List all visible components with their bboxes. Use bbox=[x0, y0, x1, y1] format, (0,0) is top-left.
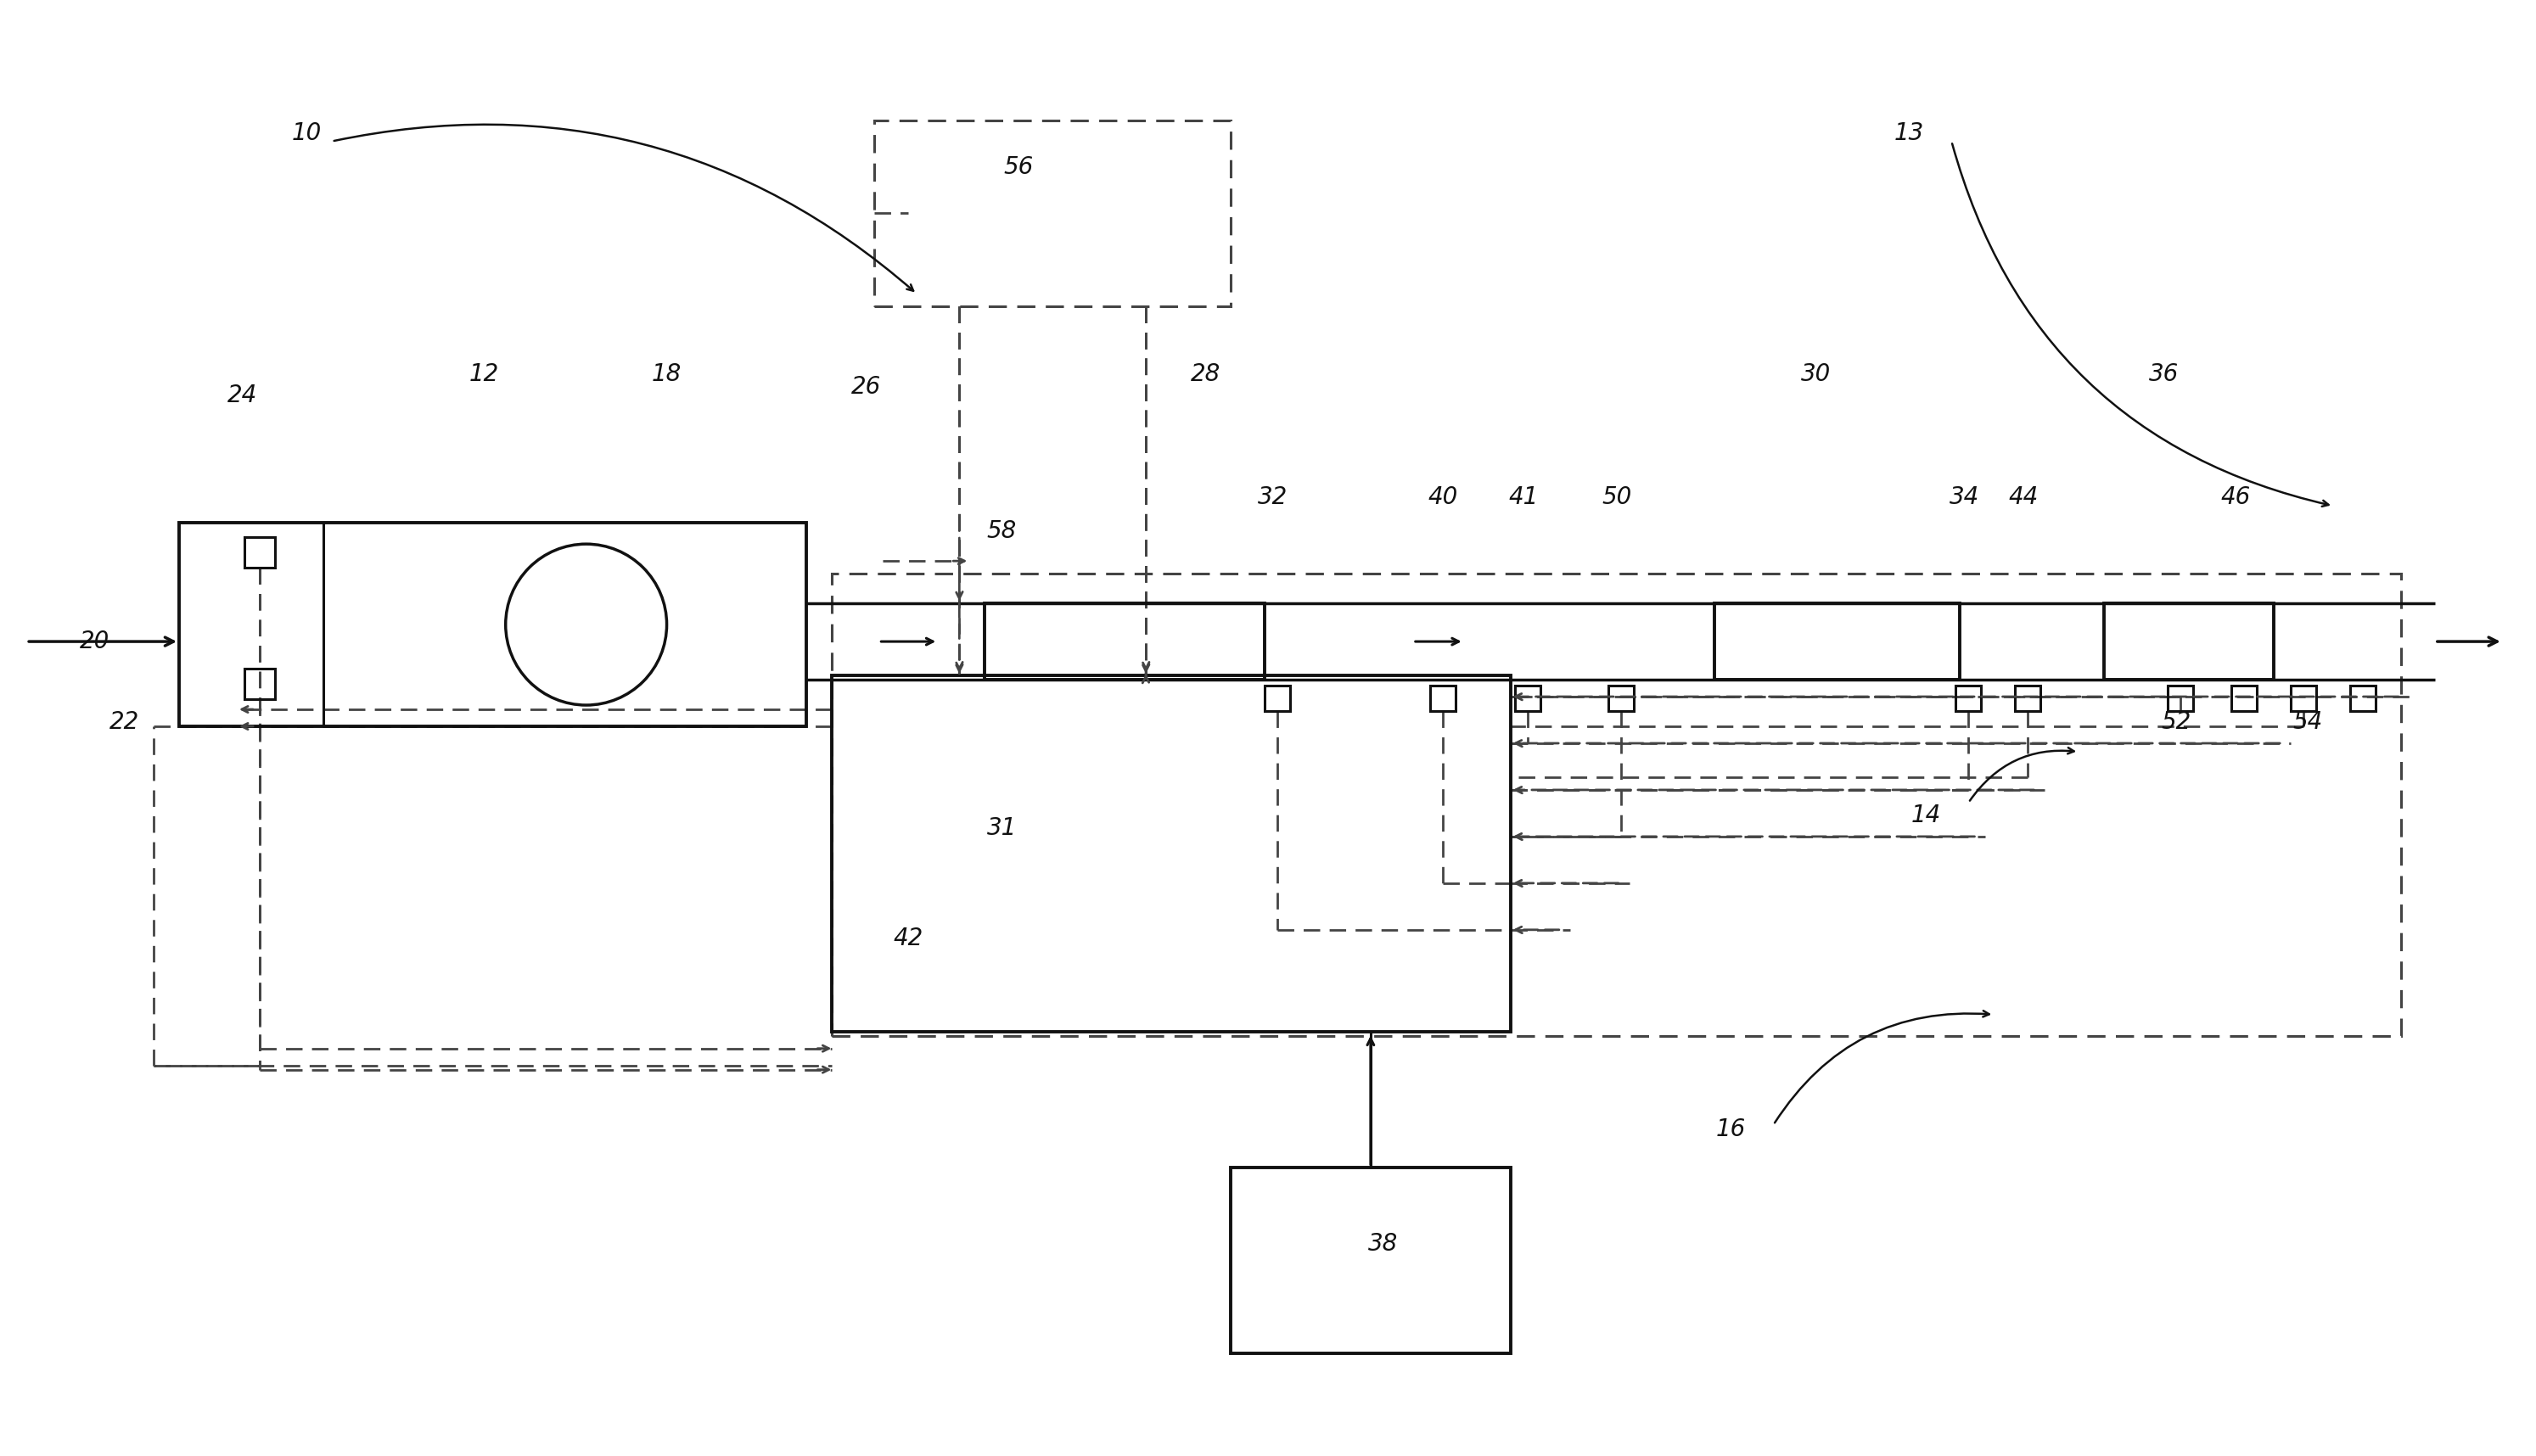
Text: 24: 24 bbox=[228, 384, 259, 408]
Bar bbox=[1230, 1168, 1511, 1354]
Text: 22: 22 bbox=[109, 711, 139, 734]
Text: 36: 36 bbox=[2148, 363, 2178, 386]
Text: 28: 28 bbox=[1189, 363, 1220, 386]
Text: 46: 46 bbox=[2222, 485, 2249, 510]
Bar bbox=[984, 603, 1265, 680]
Text: 56: 56 bbox=[1004, 154, 1035, 179]
Text: 30: 30 bbox=[1801, 363, 1831, 386]
Bar bbox=[2351, 686, 2376, 711]
Bar bbox=[2016, 686, 2041, 711]
Text: 40: 40 bbox=[1428, 485, 1458, 510]
Text: 38: 38 bbox=[1369, 1232, 1397, 1255]
Bar bbox=[2232, 686, 2257, 711]
Text: 44: 44 bbox=[2009, 485, 2039, 510]
Text: 41: 41 bbox=[1509, 485, 1539, 510]
Bar bbox=[2168, 686, 2194, 711]
Text: 10: 10 bbox=[292, 121, 322, 144]
Text: 13: 13 bbox=[1894, 121, 1925, 144]
Bar bbox=[2290, 686, 2315, 711]
Bar bbox=[832, 676, 1511, 1031]
Text: 20: 20 bbox=[79, 629, 109, 654]
Bar bbox=[832, 574, 2402, 1035]
Bar bbox=[243, 537, 274, 568]
Bar bbox=[1955, 686, 1981, 711]
Text: 50: 50 bbox=[1603, 485, 1631, 510]
Text: 18: 18 bbox=[652, 363, 682, 386]
Text: 54: 54 bbox=[2293, 711, 2323, 734]
Text: 16: 16 bbox=[1717, 1117, 1745, 1142]
Text: 26: 26 bbox=[852, 376, 880, 399]
Text: 34: 34 bbox=[1950, 485, 1978, 510]
Bar bbox=[243, 668, 274, 699]
Text: 14: 14 bbox=[1912, 804, 1940, 827]
Bar bbox=[1514, 686, 1539, 711]
Text: 32: 32 bbox=[1258, 485, 1288, 510]
Bar bbox=[1714, 603, 1960, 680]
Text: 52: 52 bbox=[2161, 711, 2191, 734]
Bar bbox=[2105, 603, 2275, 680]
Bar bbox=[1608, 686, 1633, 711]
Bar bbox=[1265, 686, 1291, 711]
Text: 58: 58 bbox=[987, 520, 1017, 543]
Text: 42: 42 bbox=[893, 926, 923, 951]
Bar bbox=[875, 121, 1230, 307]
Bar bbox=[1430, 686, 1456, 711]
Text: 31: 31 bbox=[987, 817, 1017, 840]
Text: 12: 12 bbox=[469, 363, 500, 386]
Bar bbox=[180, 523, 806, 727]
